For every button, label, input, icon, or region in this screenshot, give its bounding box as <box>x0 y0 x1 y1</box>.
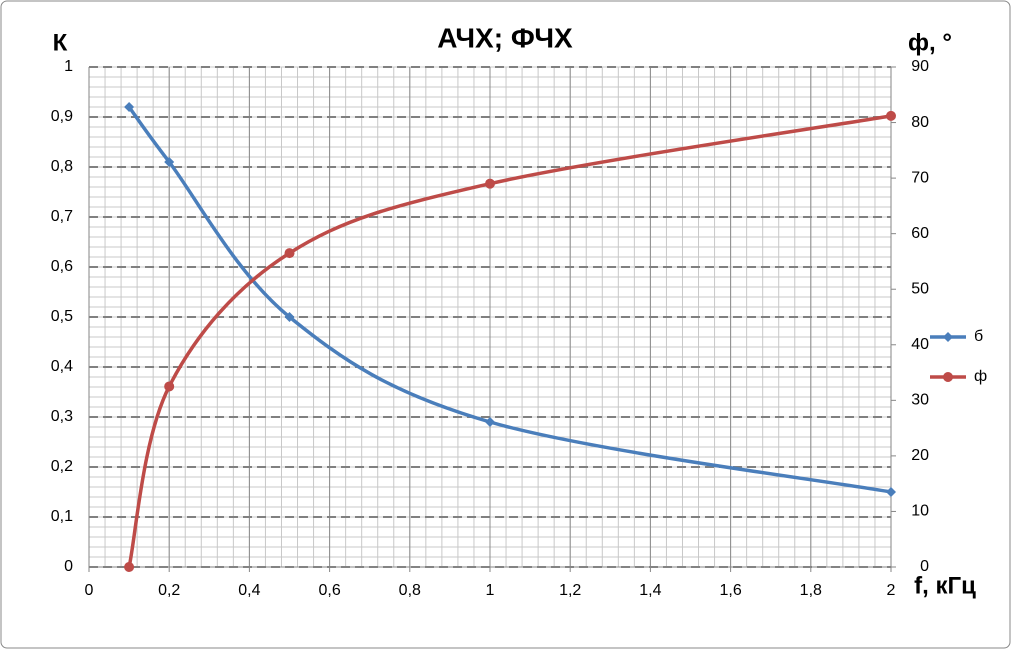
x-tick-label: 1,2 <box>559 582 581 599</box>
x-tick-label: 0,8 <box>399 582 421 599</box>
legend-marker <box>943 372 953 382</box>
x-tick-label: 0,4 <box>238 582 260 599</box>
y2-axis-label: ф, ° <box>908 29 952 56</box>
x-tick-label: 0 <box>85 582 94 599</box>
legend-label: ф <box>974 368 987 385</box>
y-tick-label: 1 <box>64 58 73 75</box>
marker <box>886 110 896 121</box>
y-axis-label: К <box>53 29 68 56</box>
marker <box>886 487 896 497</box>
y-tick-label: 0,5 <box>51 308 73 325</box>
y2-tick-label: 30 <box>911 392 929 409</box>
series-line <box>127 114 892 568</box>
marker <box>284 312 295 322</box>
grid <box>88 66 892 568</box>
x-tick-label: 1,4 <box>639 582 661 599</box>
chart-title: АЧХ; ФЧХ <box>437 22 573 53</box>
y-tick-label: 0,8 <box>51 158 73 175</box>
x-tick-label: 1,6 <box>719 582 741 599</box>
x-tick-label: 1,8 <box>800 582 822 599</box>
y2-tick-label: 10 <box>911 503 929 520</box>
y2-tick-label: 70 <box>911 169 929 186</box>
y2-tick-label: 80 <box>911 114 929 131</box>
y2-tick-label: 60 <box>911 225 929 242</box>
legend-label: б <box>974 328 983 345</box>
marker <box>124 102 135 112</box>
y-tick-label: 0,9 <box>51 108 73 125</box>
marker <box>485 417 495 427</box>
y-tick-label: 0,3 <box>51 408 73 425</box>
x-axis-label: f, кГц <box>914 572 976 599</box>
x-tick-label: 2 <box>887 582 896 599</box>
legend-marker <box>943 332 953 342</box>
y-tick-label: 0,1 <box>51 508 73 525</box>
x-tick-label: 0,6 <box>318 582 340 599</box>
y2-tick-label: 40 <box>911 336 929 353</box>
y2-tick-label: 50 <box>911 280 929 297</box>
y-tick-label: 0 <box>64 558 73 575</box>
y2-tick-label: 0 <box>920 558 929 575</box>
y2-tick-label: 20 <box>911 447 929 464</box>
marker <box>164 381 175 392</box>
y-tick-label: 0,4 <box>51 358 73 375</box>
marker <box>164 157 175 167</box>
marker <box>124 562 135 572</box>
marker <box>284 248 295 259</box>
y-tick-label: 0,2 <box>51 458 73 475</box>
y-tick-label: 0,6 <box>51 258 73 275</box>
x-tick-label: 1 <box>486 582 495 599</box>
y-tick-label: 0,7 <box>51 208 73 225</box>
marker <box>485 178 495 189</box>
y2-tick-label: 90 <box>911 58 929 75</box>
x-tick-label: 0,2 <box>158 582 180 599</box>
